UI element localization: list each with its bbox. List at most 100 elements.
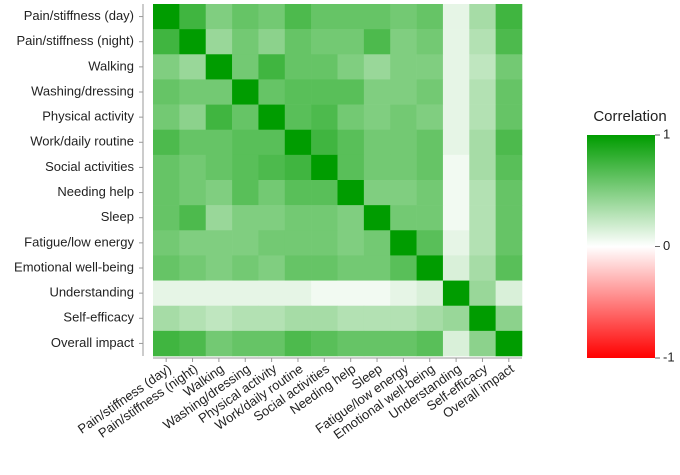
y-tick-label: Fatigue/low energy [24, 234, 134, 249]
heatmap-cell [469, 205, 496, 231]
heatmap-cell [363, 79, 391, 105]
heatmap-cell [337, 180, 365, 206]
y-tick-label: Emotional well-being [14, 259, 134, 274]
heatmap-cell [284, 29, 312, 55]
heatmap-cell [416, 305, 444, 332]
heatmap-cell [205, 54, 233, 80]
colorbar-tick-label: 1 [663, 126, 670, 141]
heatmap-cell [363, 29, 391, 55]
heatmap-cell [363, 129, 391, 156]
heatmap-cell [232, 305, 259, 332]
heatmap-cell [363, 230, 391, 256]
heatmap-cell [153, 4, 180, 30]
heatmap-cell [337, 280, 365, 307]
y-tick-label: Self-efficacy [63, 310, 134, 325]
heatmap-cell [284, 305, 312, 332]
heatmap-cell [416, 104, 444, 131]
heatmap-cell [179, 305, 207, 332]
heatmap-cell [311, 280, 338, 307]
heatmap-cell [442, 230, 470, 256]
heatmap-cell [284, 54, 312, 80]
heatmap-cell [390, 129, 417, 156]
heatmap-cell [390, 180, 417, 206]
heatmap-cell [337, 154, 365, 181]
heatmap-cell [469, 4, 496, 30]
heatmap-cell [153, 330, 180, 357]
heatmap-cell [416, 29, 444, 55]
heatmap-cell [390, 230, 417, 256]
heatmap-cell [258, 29, 286, 55]
heatmap-cell [205, 330, 233, 357]
heatmap-cell [390, 280, 417, 307]
heatmap-cell [390, 4, 417, 30]
y-tick-label: Needing help [57, 184, 134, 199]
heatmap-cell [416, 205, 444, 231]
heatmap-cell [390, 154, 417, 181]
heatmap-cell [179, 154, 207, 181]
heatmap-cell [258, 4, 286, 30]
heatmap-cell [416, 255, 444, 281]
heatmap-cell [495, 180, 523, 206]
heatmap-cell [153, 280, 180, 307]
colorbar [587, 135, 655, 358]
heatmap-cell [179, 280, 207, 307]
heatmap-cell [153, 305, 180, 332]
heatmap-cell [442, 129, 470, 156]
heatmap-cell [442, 255, 470, 281]
heatmap-cell [258, 79, 286, 105]
heatmap-cell [390, 104, 417, 131]
heatmap-cell [495, 154, 523, 181]
heatmap-cell [284, 79, 312, 105]
heatmap-cell [495, 255, 523, 281]
heatmap-cell [469, 230, 496, 256]
heatmap-cell [179, 180, 207, 206]
heatmap-cell [337, 129, 365, 156]
heatmap-cell [284, 129, 312, 156]
heatmap-cell [416, 4, 444, 30]
heatmap-cell [495, 54, 523, 80]
heatmap-cell [153, 104, 180, 131]
heatmap-cell [205, 180, 233, 206]
heatmap-cell [337, 330, 365, 357]
heatmap-cell [284, 180, 312, 206]
heatmap-cell [284, 205, 312, 231]
heatmap-cell [469, 330, 496, 357]
heatmap-cell [337, 230, 365, 256]
heatmap-cell [153, 230, 180, 256]
heatmap-cell [232, 280, 259, 307]
heatmap-cell [416, 280, 444, 307]
heatmap-cell [363, 54, 391, 80]
heatmap-cell [311, 205, 338, 231]
heatmap-cell [390, 29, 417, 55]
heatmap-cell [469, 129, 496, 156]
heatmap-cell [179, 4, 207, 30]
colorbar-tick-label: 0 [663, 238, 670, 253]
heatmap-cell [179, 129, 207, 156]
heatmap-cell [153, 180, 180, 206]
heatmap-cell [469, 305, 496, 332]
heatmap-cell [495, 280, 523, 307]
heatmap-cell [442, 4, 470, 30]
y-tick-label: Understanding [49, 285, 134, 300]
heatmap-cell [258, 330, 286, 357]
heatmap-cell [442, 54, 470, 80]
heatmap-cell [337, 4, 365, 30]
heatmap-cell [416, 54, 444, 80]
heatmap-cell [258, 255, 286, 281]
heatmap-cell [390, 205, 417, 231]
heatmap-cell [284, 280, 312, 307]
heatmap-cell [416, 180, 444, 206]
heatmap-cell [232, 54, 259, 80]
heatmap-cell [469, 180, 496, 206]
heatmap-cell [495, 4, 523, 30]
heatmap-cell [495, 29, 523, 55]
y-tick-label: Overall impact [51, 335, 134, 350]
heatmap-cell [153, 205, 180, 231]
heatmap-cell [469, 29, 496, 55]
heatmap-cell [205, 129, 233, 156]
heatmap-cell [337, 79, 365, 105]
heatmap-cell [442, 154, 470, 181]
heatmap-cell [258, 305, 286, 332]
y-tick-label: Sleep [101, 209, 134, 224]
